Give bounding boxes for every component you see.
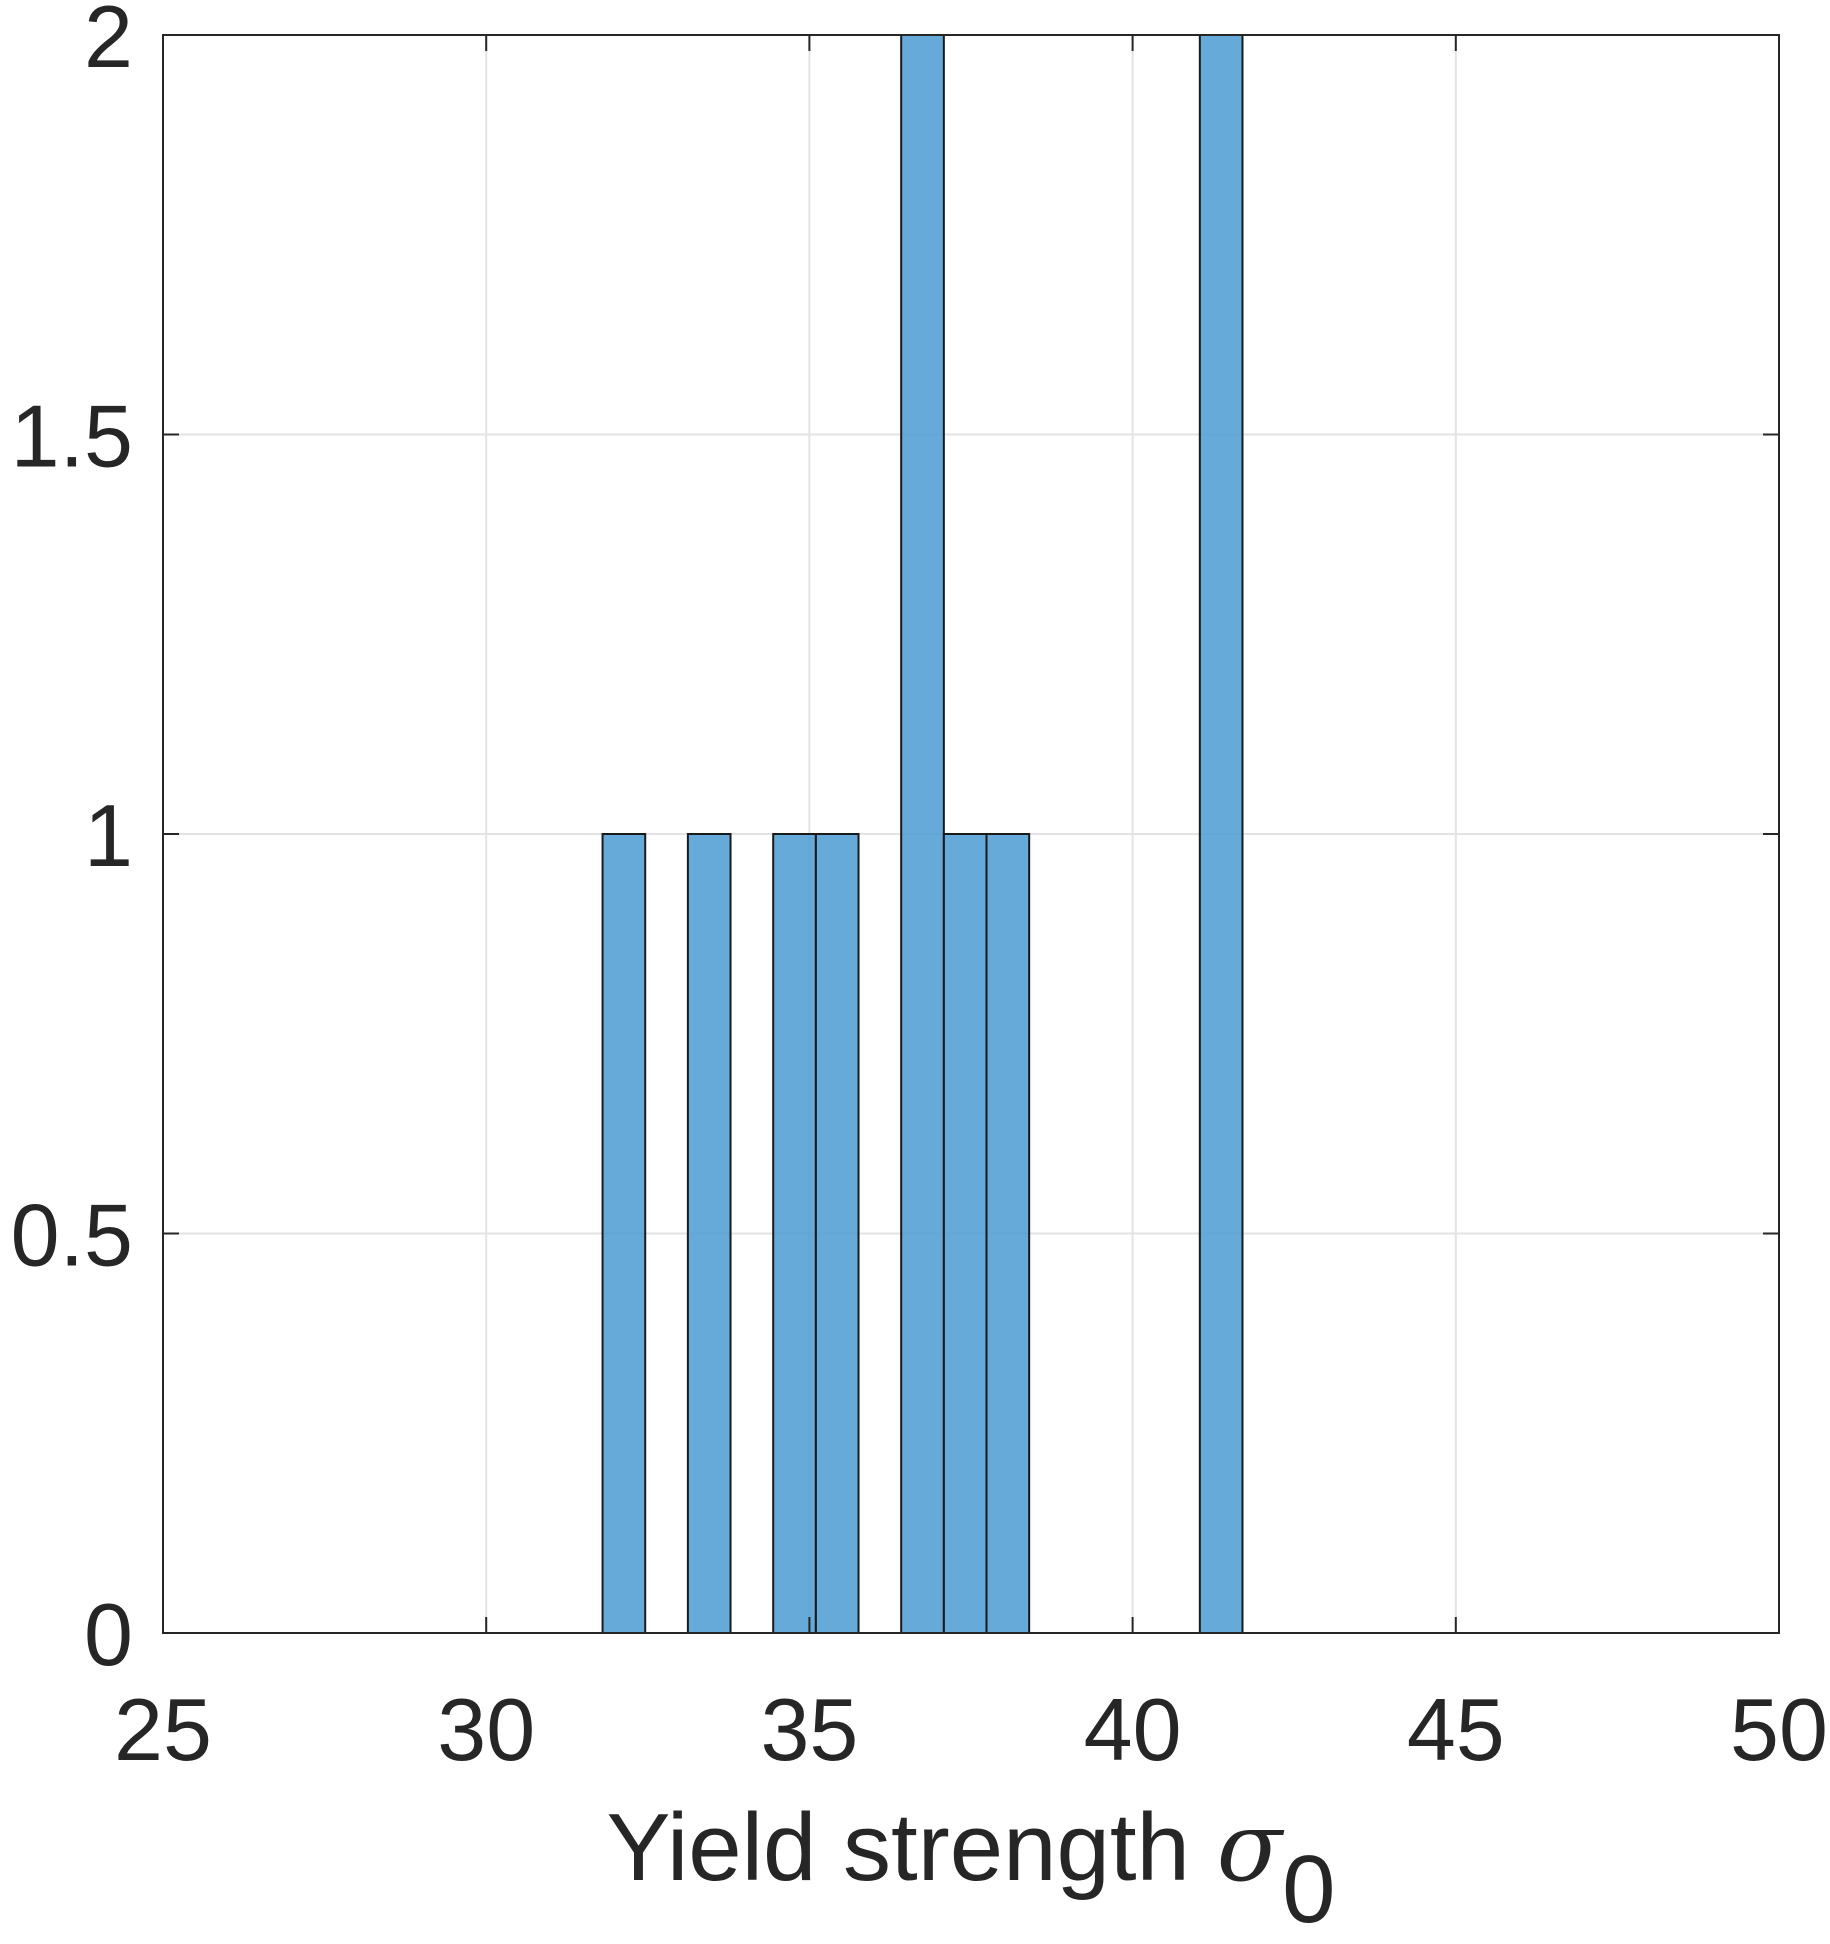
histogram-bar	[900, 34, 945, 1634]
axes-box	[162, 34, 1780, 1634]
y-tick-labels: 0 0.5 1 1.5 2	[11, 0, 133, 1684]
histogram-bar	[772, 833, 817, 1634]
histogram-bar	[1198, 34, 1244, 1634]
histogram-bar	[985, 833, 1031, 1634]
y-tick-label: 0	[84, 1585, 133, 1684]
x-tick-label: 45	[1407, 1680, 1505, 1779]
histogram-bar	[601, 833, 647, 1634]
histogram-bar	[942, 833, 988, 1634]
x-tick-label: 30	[437, 1680, 535, 1779]
x-axis-label-symbol: σ	[1217, 1791, 1285, 1903]
histogram-bar	[814, 833, 860, 1634]
x-axis-label-text: Yield strength	[606, 1794, 1216, 1901]
x-tick-label: 25	[114, 1680, 212, 1779]
y-tick-label: 1	[84, 786, 133, 885]
x-tick-labels: 25 30 35 40 45 50	[114, 1680, 1828, 1779]
y-tick-label: 2	[84, 0, 133, 86]
x-tick-label: 40	[1084, 1680, 1182, 1779]
y-tick-label: 1.5	[11, 387, 133, 486]
x-axis-label-subscript: 0	[1282, 1836, 1335, 1943]
x-tick-label: 50	[1730, 1680, 1828, 1779]
histogram-bar	[686, 833, 732, 1634]
y-tick-label: 0.5	[11, 1186, 133, 1285]
x-axis-label: Yield strength σ0	[606, 1791, 1335, 1943]
x-tick-label: 35	[760, 1680, 858, 1779]
